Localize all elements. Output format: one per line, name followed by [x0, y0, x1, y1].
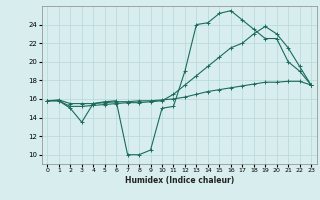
X-axis label: Humidex (Indice chaleur): Humidex (Indice chaleur) — [124, 176, 234, 185]
